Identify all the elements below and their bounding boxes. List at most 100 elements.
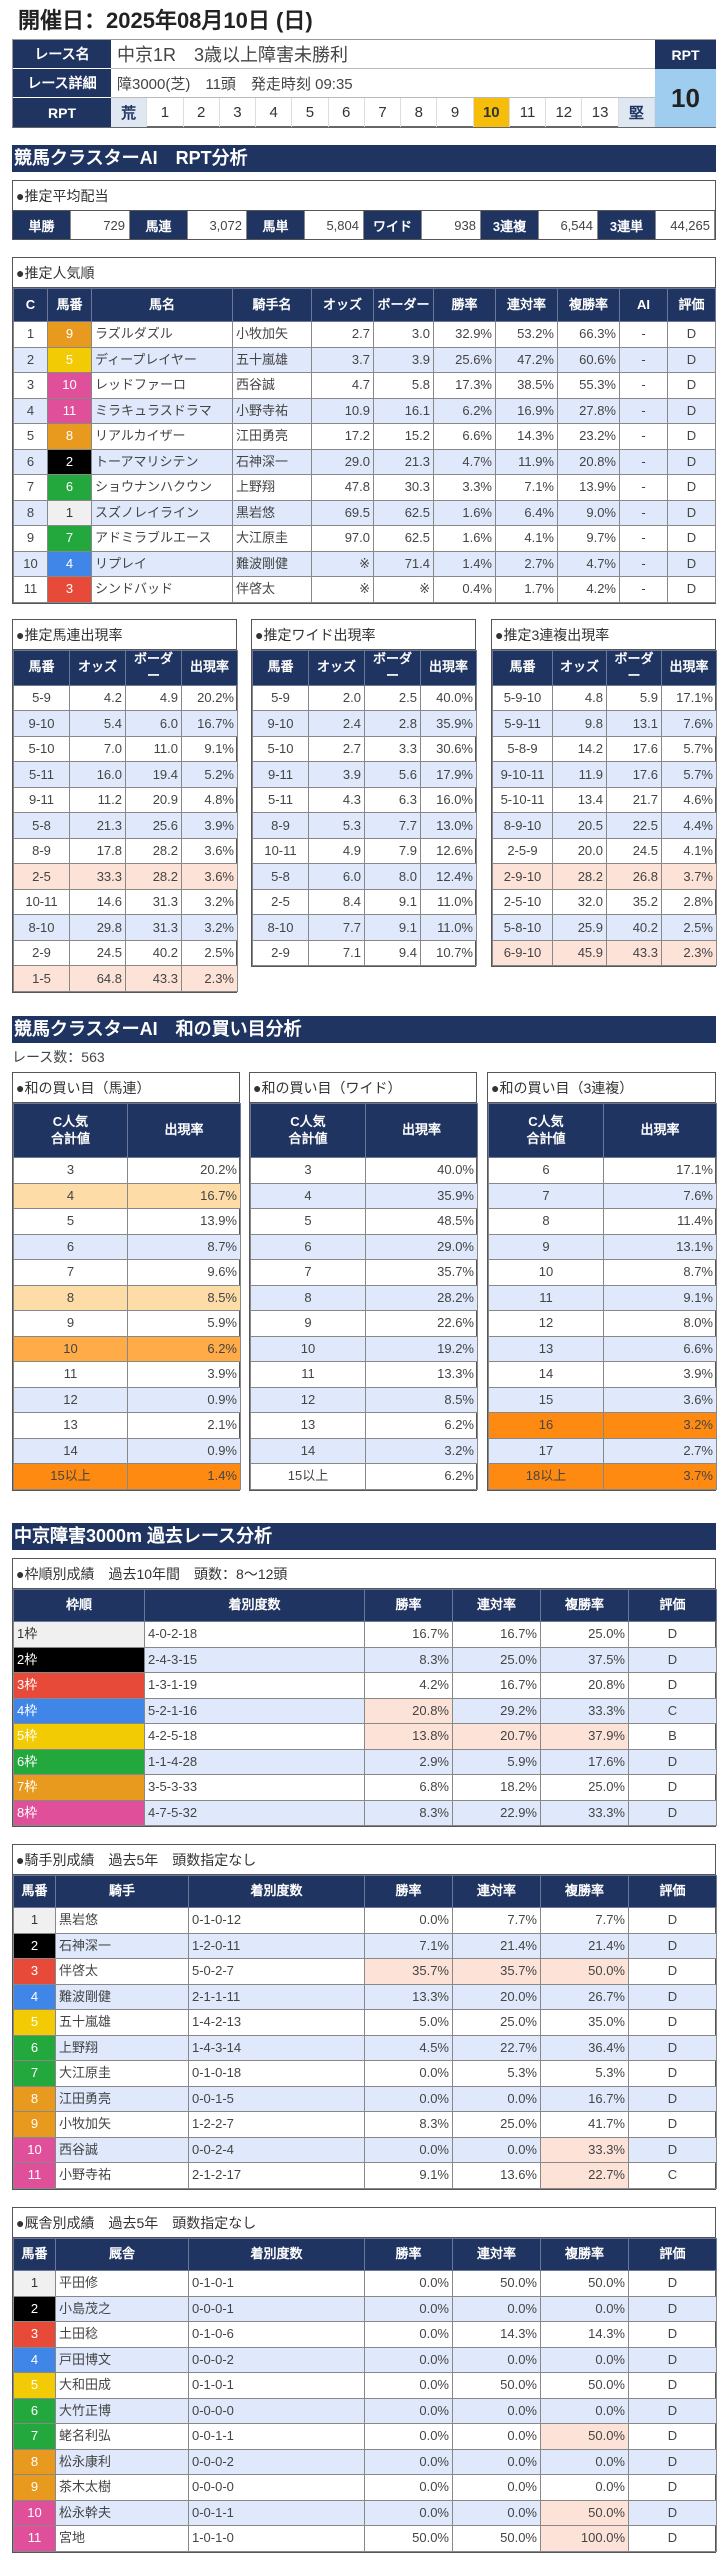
table-cell: -	[619, 576, 668, 603]
table-cell: 21.3	[373, 448, 434, 475]
table-cell: 9.1	[364, 888, 421, 916]
table-row: 5 大和田成 0-1-0-1 0.0% 50.0% 50.0% D	[13, 2372, 717, 2399]
table-cell: 13	[250, 1412, 366, 1439]
table-cell: 12	[488, 1310, 604, 1337]
table-cell: 1-3-1-19	[144, 1672, 365, 1699]
table-cell: 3.6%	[181, 837, 238, 865]
table-cell: 7.7	[308, 914, 365, 941]
column-header: 勝率	[433, 288, 496, 322]
table-cell: 29.0	[311, 448, 374, 475]
table-cell: 21.4%	[452, 1932, 541, 1959]
table-cell: 0.0%	[364, 2372, 453, 2399]
payout-title: ●推定平均配当	[13, 181, 715, 211]
table-cell: 40.2	[606, 914, 662, 941]
table-cell: 0.0%	[364, 2397, 453, 2424]
table-cell: 13	[13, 1412, 128, 1439]
table-cell: D	[667, 397, 716, 424]
waku-badge: 10	[47, 372, 92, 399]
table-cell: 5-8	[13, 812, 70, 839]
table-cell: 7.7%	[540, 1907, 629, 1934]
table-cell: 伴啓太	[232, 576, 312, 603]
table-cell: 3.3	[364, 735, 421, 763]
table-cell: 17.8	[69, 837, 126, 865]
waku-badge: 10	[13, 2136, 56, 2163]
table-cell: 4-2-5-18	[144, 1723, 365, 1750]
table-cell: -	[619, 499, 668, 526]
table-cell: 土田稔	[55, 2321, 189, 2348]
table-row: 5 8 リアルカイザー 江田勇亮 17.2 15.2 6.6% 14.3% 23.2% - D	[13, 423, 716, 450]
column-header: ボーダー	[606, 650, 662, 686]
table-cell: 25.6%	[433, 346, 496, 373]
table-cell: 黒岩悠	[55, 1907, 189, 1934]
table-cell: 31.3	[125, 888, 182, 916]
table-cell: 0.0%	[364, 1907, 453, 1934]
table-cell: 0.0%	[540, 2346, 629, 2373]
table-row: 9-10-11 11.9 17.6 5.7%	[492, 761, 717, 788]
table-cell: 40.2	[125, 939, 182, 967]
table-cell: 3.3%	[433, 474, 496, 501]
table-cell: 25.9	[552, 914, 607, 941]
table-row: 6 上野翔 1-4-3-14 4.5% 22.7% 36.4% D	[13, 2034, 717, 2061]
table-cell: 30.6%	[420, 735, 477, 763]
table-cell: 60.6%	[557, 346, 620, 373]
table-cell: 4-7-5-32	[144, 1799, 365, 1826]
rpt-scale-cell: 7	[365, 98, 402, 127]
table-cell: 大江原圭	[55, 2060, 189, 2087]
table-cell: 50.0%	[540, 2372, 629, 2399]
table-cell: 3.9%	[603, 1361, 717, 1388]
table-cell: 5	[13, 423, 48, 450]
table-cell: 0.0%	[452, 2499, 541, 2526]
waku-badge: 5	[13, 2009, 56, 2036]
table-cell: スズノレイライン	[91, 499, 233, 526]
table-row: 2-5 33.3 28.2 3.6%	[13, 863, 238, 890]
waku-badge: 2	[13, 1932, 56, 1959]
table-cell: 5-10-11	[492, 786, 553, 814]
table-cell: 11.4%	[603, 1208, 717, 1235]
table-cell: ※	[311, 550, 374, 577]
table-cell: 5	[250, 1208, 366, 1235]
rpt-scale-cell: 堅	[618, 98, 655, 127]
table-cell: 8	[13, 1284, 128, 1311]
column-header: 複勝率	[557, 288, 620, 322]
table-cell: 35.9%	[420, 710, 477, 737]
table-row: 11 13.3%	[250, 1361, 478, 1388]
table-cell: 7.1%	[495, 474, 558, 501]
table-row: 5-10-11 13.4 21.7 4.6%	[492, 786, 717, 814]
table-cell: 4.7%	[433, 448, 496, 475]
table-row: 15以上 6.2%	[250, 1463, 478, 1490]
table-cell: 5.9	[606, 684, 662, 712]
table-cell: 難波剛健	[232, 550, 312, 577]
table-row: 14 3.9%	[488, 1361, 717, 1388]
column-header: 出現率	[127, 1103, 241, 1158]
table-row: 12 8.5%	[250, 1386, 478, 1413]
table-cell: 35.7%	[364, 1958, 453, 1985]
waku-badge: 11	[47, 397, 92, 424]
table-cell: 12	[13, 1386, 128, 1413]
wa-umaren-table: ●和の買い目（馬連） C人気 合計値 出現率 3 20.2% 4 16.7% 5 13.9% 6 8…	[12, 1072, 241, 1491]
table-cell: 3.6%	[181, 863, 238, 890]
table-cell: 9.8	[552, 710, 607, 737]
column-header: 複勝率	[540, 1589, 629, 1622]
table-cell: 8.3%	[364, 2111, 453, 2138]
column-header: 着別度数	[144, 1589, 365, 1622]
table-row: 6 2 トーアマリシテン 石神深一 29.0 21.3 4.7% 11.9% 20.8% - D	[13, 448, 716, 475]
table-cell: 0.0%	[540, 2295, 629, 2322]
table-cell: 47.8	[311, 474, 374, 501]
column-header: 連対率	[452, 1589, 541, 1622]
table-cell: -	[619, 423, 668, 450]
table-cell: 45.9	[552, 939, 607, 967]
table-row: 4 戸田博文 0-0-0-2 0.0% 0.0% 0.0% D	[13, 2346, 717, 2373]
table-cell: 6	[488, 1157, 604, 1184]
table-cell: 4.3	[308, 786, 365, 814]
table-cell: 12	[250, 1386, 366, 1413]
table-row: 9 13.1%	[488, 1233, 717, 1260]
waku-badge: 4	[13, 2346, 56, 2373]
table-cell: 宮地	[55, 2525, 189, 2552]
table-cell: 4.9	[125, 684, 182, 712]
table-row: 6 17.1%	[488, 1157, 717, 1184]
table-cell: 50.0%	[540, 2423, 629, 2450]
table-cell: D	[667, 423, 716, 450]
table-cell: 3.9%	[181, 812, 238, 839]
table-row: 5-10 2.7 3.3 30.6%	[252, 735, 477, 763]
table-cell: 66.3%	[557, 321, 620, 348]
